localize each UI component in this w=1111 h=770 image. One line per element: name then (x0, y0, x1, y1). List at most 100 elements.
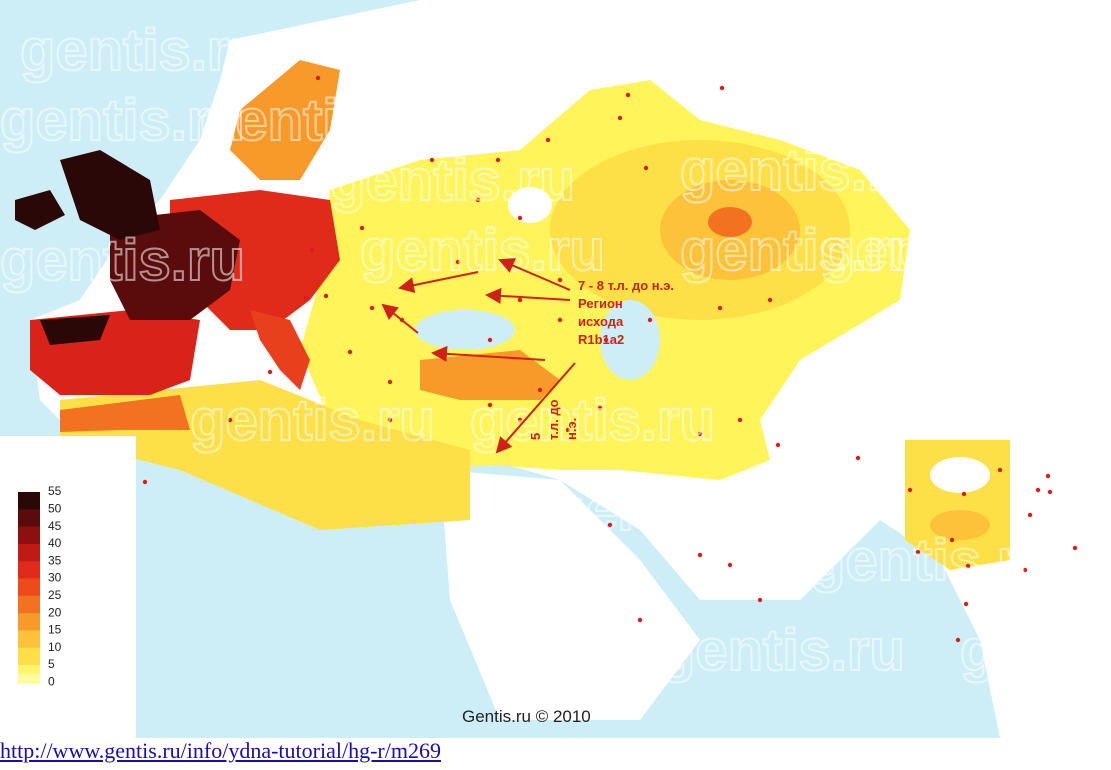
sample-point (545, 137, 551, 143)
sample-point (647, 317, 653, 323)
watermark: gentis.ru (820, 218, 1065, 283)
arrow (498, 258, 571, 291)
arrow (381, 303, 419, 334)
annotation: R1b1a2 (578, 332, 624, 347)
sample-point (557, 317, 563, 323)
watermark: gentis.ru (810, 528, 1055, 593)
frequency-zone (15, 190, 65, 230)
annotation: 5 (528, 433, 543, 440)
legend-label: 0 (48, 674, 55, 688)
sample-point (855, 455, 861, 461)
sample-point (537, 387, 543, 393)
watermark: gentis.ru (420, 18, 665, 83)
sample-point (767, 297, 773, 303)
land (508, 187, 552, 223)
arrow (495, 362, 576, 454)
watermark: gentis.ru (0, 88, 245, 153)
sample-point (597, 405, 603, 411)
arrow (431, 345, 546, 362)
legend-label: 45 (48, 519, 62, 533)
frequency-zone (230, 60, 340, 180)
sample-point (1027, 512, 1033, 518)
sample-point (359, 225, 365, 231)
legend-label: 30 (48, 571, 62, 585)
sample-point (347, 349, 353, 355)
sample-point (955, 637, 961, 643)
sample-point (963, 601, 969, 607)
sample-point (565, 427, 571, 433)
sample-point (603, 337, 609, 343)
sample-point (315, 75, 321, 81)
legend-swatch (18, 578, 40, 597)
sample-point (737, 417, 743, 423)
sample-point (267, 369, 273, 375)
sample-point (495, 157, 501, 163)
sample-point (997, 467, 1003, 473)
frequency-zone (250, 310, 310, 390)
land (930, 457, 990, 493)
annotation: Регион (578, 296, 623, 311)
legend-label: 55 (48, 484, 62, 498)
sample-point (1045, 473, 1051, 479)
watermarks: gentis.ru gentis.rugentis.rugentis.rugent… (0, 17, 1111, 684)
sample-point (455, 259, 461, 265)
legend-label: 10 (48, 640, 62, 654)
sample-point (1072, 545, 1078, 551)
sample-point (965, 563, 971, 569)
sample-point (617, 115, 623, 121)
sample-point (719, 85, 725, 91)
sample-point (1022, 567, 1028, 573)
migration-arrows (381, 258, 576, 454)
sample-point (323, 293, 329, 299)
sample-point (517, 417, 523, 423)
sample-point (697, 552, 703, 558)
legend-swatch (18, 543, 40, 562)
sample-point (1035, 487, 1041, 493)
sample-point (961, 491, 967, 497)
watermark: gentis.ru (200, 88, 445, 153)
sample-point (775, 442, 781, 448)
sample-point (697, 431, 703, 437)
sample-point (303, 295, 309, 301)
sample-point (637, 617, 643, 623)
frequency-zone (708, 207, 752, 237)
sample-point (949, 537, 955, 543)
legend-label: 25 (48, 588, 62, 602)
legend-label: 35 (48, 553, 62, 567)
watermark: gentis.ru (680, 218, 925, 283)
watermark: gentis.ru (0, 228, 245, 293)
sample-point (142, 479, 148, 485)
arrow (485, 287, 571, 304)
legend-label: 15 (48, 623, 62, 637)
sample-point (727, 562, 733, 568)
legend-swatch (18, 595, 40, 614)
sea (600, 300, 660, 380)
sample-point (487, 337, 493, 343)
legend-swatch (18, 630, 40, 649)
sample-point (475, 197, 481, 203)
sea (415, 310, 515, 350)
legend-label: 20 (48, 605, 62, 619)
frequency-zone (60, 395, 190, 432)
sample-point (907, 487, 913, 493)
watermark: gentis.ru (680, 138, 925, 203)
frequency-zone (110, 210, 240, 320)
watermark: gentis.ru (550, 478, 795, 543)
sample-point (309, 247, 315, 253)
sample-point (625, 92, 631, 98)
source-link[interactable]: http://www.gentis.ru/info/ydna-tutorial/… (0, 738, 441, 763)
legend-swatch (18, 561, 40, 579)
sample-point (227, 417, 233, 423)
annotation: исхода (578, 314, 624, 329)
frequency-zone (60, 150, 160, 240)
legend-label: 40 (48, 536, 62, 550)
legend-swatch (18, 613, 40, 631)
sample-point (387, 417, 393, 423)
legend-label: 5 (48, 657, 55, 671)
annotation: н.э. (564, 418, 579, 440)
frequency-zone (930, 510, 990, 540)
legend-label: 50 (48, 501, 62, 515)
sample-point (557, 277, 563, 283)
